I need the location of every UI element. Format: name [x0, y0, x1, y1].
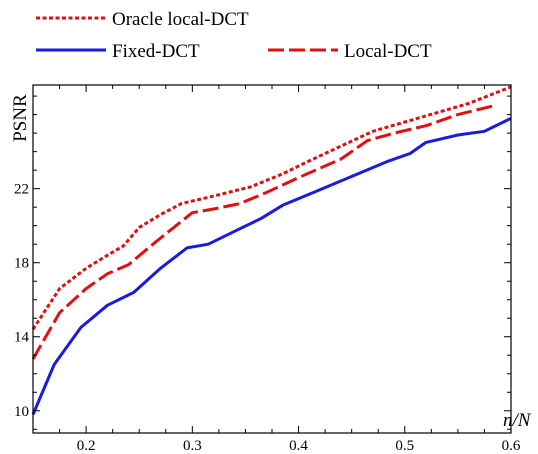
- y-tick-label: 10: [14, 404, 29, 420]
- y-tick-label: 22: [14, 182, 29, 198]
- y-tick-label: 18: [14, 256, 29, 272]
- x-tick-label: 0.6: [502, 438, 521, 454]
- legend-label-fixed-dct: Fixed-DCT: [112, 41, 200, 62]
- series-line-fixed-dct: [31, 116, 512, 416]
- x-axis-label: n/N: [503, 410, 532, 431]
- x-tick-label: 0.4: [289, 438, 308, 454]
- x-tick-label: 0.3: [183, 438, 202, 454]
- series-line-oracle-local-dct: [31, 85, 512, 331]
- y-tick-label: 14: [14, 330, 30, 346]
- plot-frame: [32, 84, 512, 434]
- x-tick-label: 0.5: [395, 438, 414, 454]
- y-axis-label: PSNR: [10, 94, 31, 142]
- series-line-local-dct: [31, 103, 496, 360]
- series-layer: [31, 85, 512, 416]
- x-tick-label: 0.2: [77, 438, 96, 454]
- legend-label-oracle-local-dct: Oracle local-DCT: [112, 9, 249, 30]
- plot-area: 0.2 0.3 0.4 0.5 0.6 10 14 18 22: [14, 84, 521, 454]
- legend: Oracle local-DCT Fixed-DCT Local-DCT: [36, 9, 432, 62]
- tick-layer: 0.2 0.3 0.4 0.5 0.6 10 14 18 22: [14, 85, 521, 454]
- legend-label-local-dct: Local-DCT: [344, 41, 432, 62]
